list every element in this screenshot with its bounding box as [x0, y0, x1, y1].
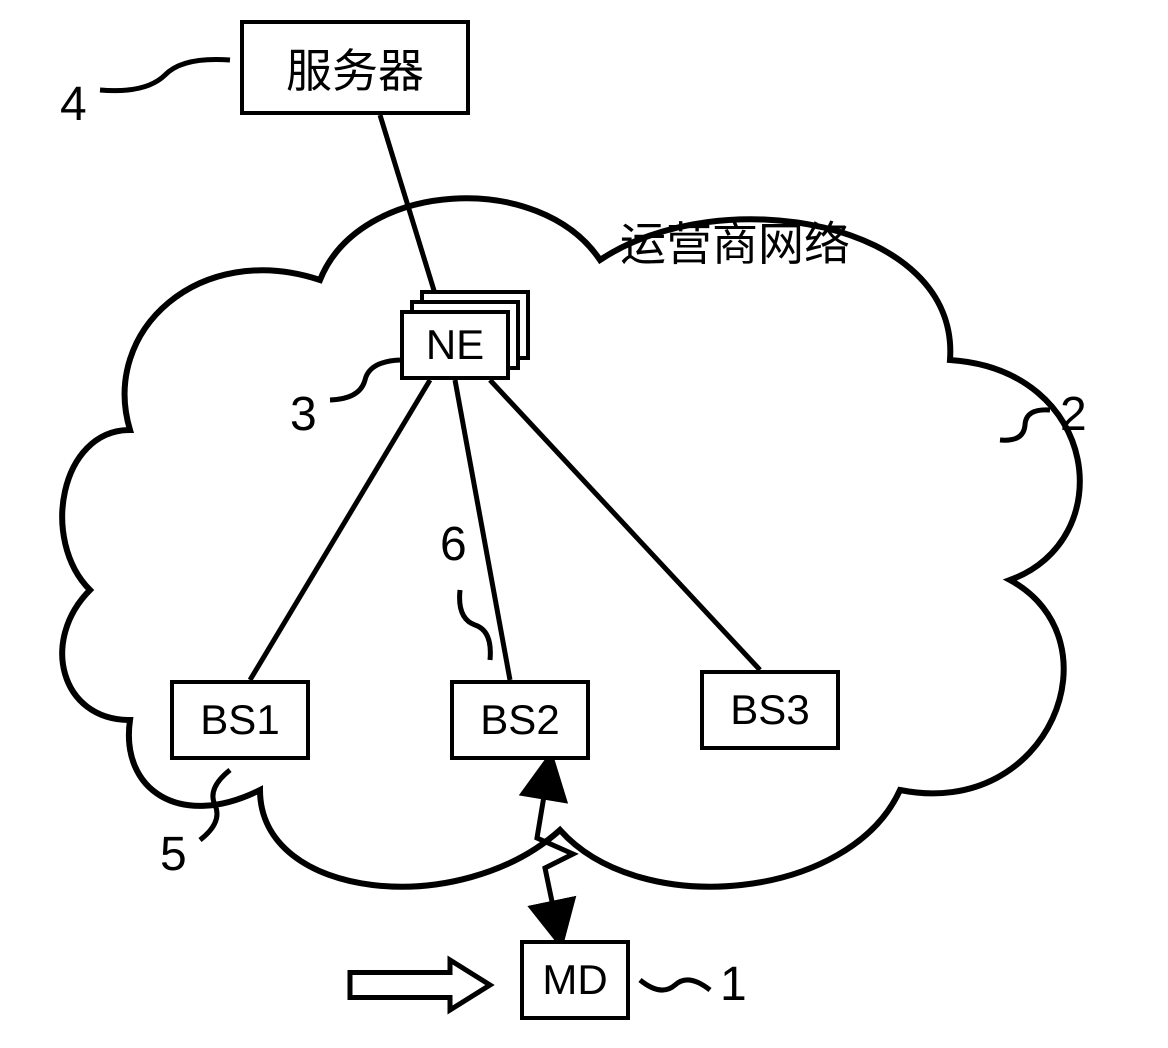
ref-squiggle-4 — [100, 59, 230, 90]
bs2-label: BS2 — [480, 696, 559, 744]
diagram-svg: 4 3 2 5 6 1 运营商网络 — [0, 0, 1168, 1048]
ref-squiggle-3 — [330, 360, 400, 400]
bs3-box: BS3 — [700, 670, 840, 750]
bs1-box: BS1 — [170, 680, 310, 760]
ref-label-3: 3 — [290, 388, 317, 441]
server-label: 服务器 — [286, 35, 424, 101]
ne-box: NE — [400, 310, 510, 380]
ne-label: NE — [426, 321, 484, 369]
operator-network-label: 运营商网络 — [620, 218, 850, 270]
ref-squiggle-2 — [1000, 410, 1050, 440]
ref-squiggle-6 — [460, 590, 491, 660]
ref-label-6: 6 — [440, 518, 467, 571]
ref-squiggle-1 — [640, 980, 710, 990]
server-box: 服务器 — [240, 20, 470, 115]
bs3-label: BS3 — [730, 686, 809, 734]
ref-label-2: 2 — [1060, 388, 1087, 441]
edge-ne-bs3 — [490, 380, 760, 670]
wireless-link-bs2-md — [537, 760, 573, 940]
bs1-label: BS1 — [200, 696, 279, 744]
ref-label-1: 1 — [720, 958, 747, 1011]
bs2-box: BS2 — [450, 680, 590, 760]
ref-label-4: 4 — [60, 78, 87, 131]
md-label: MD — [542, 956, 607, 1004]
ref-label-5: 5 — [160, 828, 187, 881]
md-box: MD — [520, 940, 630, 1020]
edge-ne-bs1 — [250, 380, 430, 680]
motion-arrow — [350, 960, 490, 1010]
